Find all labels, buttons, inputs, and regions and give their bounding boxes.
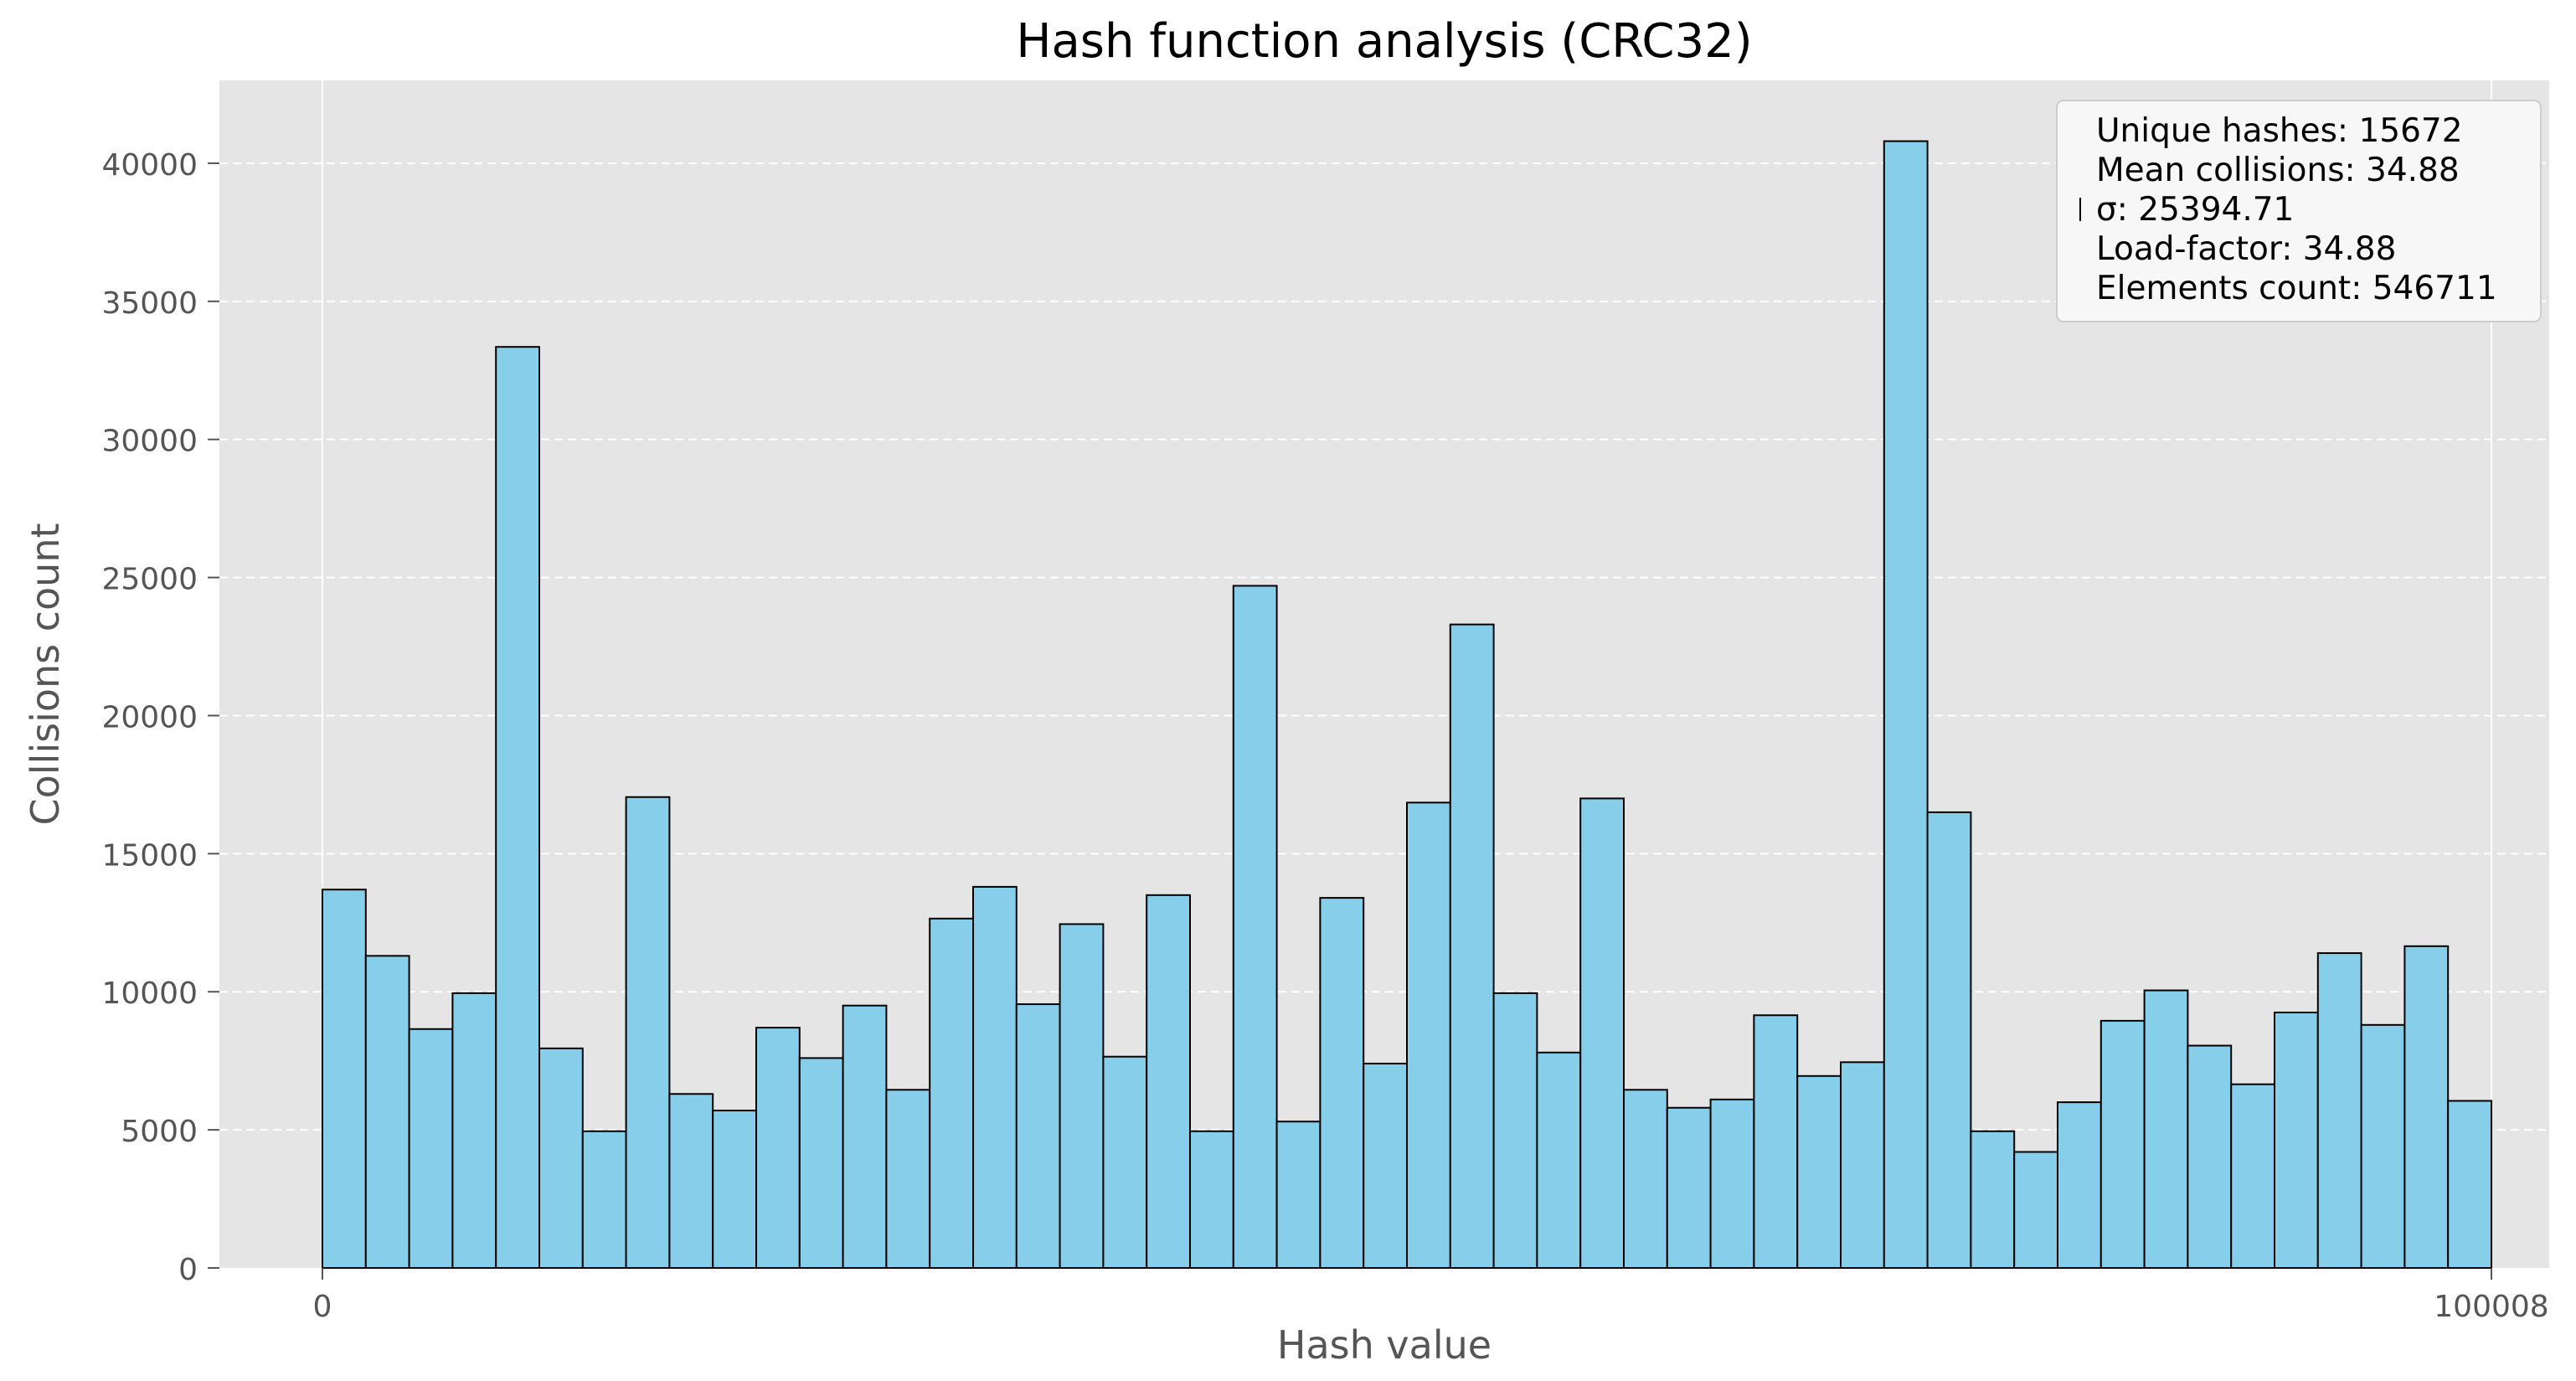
histogram-bar — [1017, 1004, 1060, 1268]
histogram-bar — [669, 1094, 713, 1268]
y-tick-label: 40000 — [101, 148, 198, 183]
legend-sigma: σ: 25394.71 — [2096, 191, 2294, 229]
histogram-bar — [1146, 895, 1190, 1268]
x-tick-label: 0 — [313, 1290, 332, 1324]
histogram-bar — [713, 1110, 756, 1268]
histogram-bar — [800, 1058, 843, 1268]
x-axis-label: Hash value — [1277, 1322, 1492, 1368]
histogram-bar — [1494, 993, 1538, 1268]
histogram-bar — [452, 993, 496, 1268]
y-axis-label: Collisions count — [23, 523, 68, 825]
histogram-bar — [1971, 1131, 2014, 1268]
histogram-bar — [1667, 1108, 1711, 1268]
histogram-bar — [1580, 798, 1624, 1268]
histogram-bar — [1234, 585, 1277, 1268]
histogram-bar — [2058, 1102, 2101, 1268]
histogram-bar — [756, 1028, 800, 1268]
legend-unique-hashes: Unique hashes: 15672 — [2096, 112, 2463, 150]
y-tick-label: 10000 — [101, 976, 198, 1011]
histogram-bar — [2362, 1025, 2405, 1268]
histogram-bar — [1363, 1064, 1407, 1268]
histogram-bar — [2145, 991, 2188, 1268]
histogram-bar — [1754, 1015, 1797, 1268]
histogram-bar — [539, 1049, 583, 1268]
histogram-bar — [1103, 1057, 1146, 1268]
histogram-bar — [1060, 924, 1104, 1268]
histogram-bar — [1277, 1121, 1321, 1268]
histogram-bar — [1797, 1076, 1841, 1268]
histogram-bar — [496, 347, 539, 1268]
histogram-bar — [1190, 1131, 1234, 1268]
histogram-bar — [1537, 1053, 1580, 1268]
histogram-bar — [843, 1006, 887, 1268]
histogram-bar — [1884, 142, 1928, 1268]
histogram-bar — [1711, 1100, 1754, 1268]
y-tick-label: 20000 — [101, 700, 198, 734]
histogram-bar — [366, 956, 410, 1268]
legend-load-factor: Load-factor: 34.88 — [2096, 230, 2396, 268]
histogram-bar — [410, 1029, 453, 1268]
histogram-bar — [2404, 946, 2448, 1268]
histogram-bar — [1450, 625, 1494, 1268]
y-tick-label: 35000 — [101, 286, 198, 321]
histogram-bar — [2231, 1085, 2275, 1268]
histogram-bar — [2318, 953, 2362, 1268]
histogram-bar — [973, 887, 1017, 1268]
legend-mean-collisions: Mean collisions: 34.88 — [2096, 152, 2460, 189]
x-tick-label: 100008 — [2434, 1290, 2548, 1324]
y-tick-label: 25000 — [101, 563, 198, 597]
histogram-bar — [2101, 1021, 2145, 1268]
legend-box: Unique hashes: 15672 Mean collisions: 34… — [2057, 100, 2541, 322]
histogram-bar — [1841, 1062, 1884, 1268]
histogram-bar — [2275, 1013, 2318, 1268]
y-tick-label: 30000 — [101, 425, 198, 459]
chart-title: Hash function analysis (CRC32) — [1016, 14, 1752, 69]
histogram-bar — [886, 1090, 930, 1268]
histogram-bar — [322, 889, 366, 1268]
histogram-bar — [1407, 802, 1450, 1268]
histogram-bar — [930, 919, 973, 1268]
histogram-bar — [2187, 1046, 2231, 1268]
legend-elements-count: Elements count: 546711 — [2096, 270, 2497, 307]
histogram-bar — [583, 1131, 626, 1268]
histogram-bar — [1624, 1090, 1667, 1268]
y-tick-label: 15000 — [101, 838, 198, 873]
histogram-bar — [2014, 1152, 2058, 1268]
y-tick-label: 5000 — [121, 1115, 198, 1149]
histogram-bar — [626, 797, 670, 1268]
histogram-bar — [1928, 812, 1971, 1268]
histogram-bar — [1320, 898, 1363, 1268]
histogram-bar — [2448, 1100, 2491, 1268]
y-tick-label: 0 — [178, 1253, 198, 1287]
